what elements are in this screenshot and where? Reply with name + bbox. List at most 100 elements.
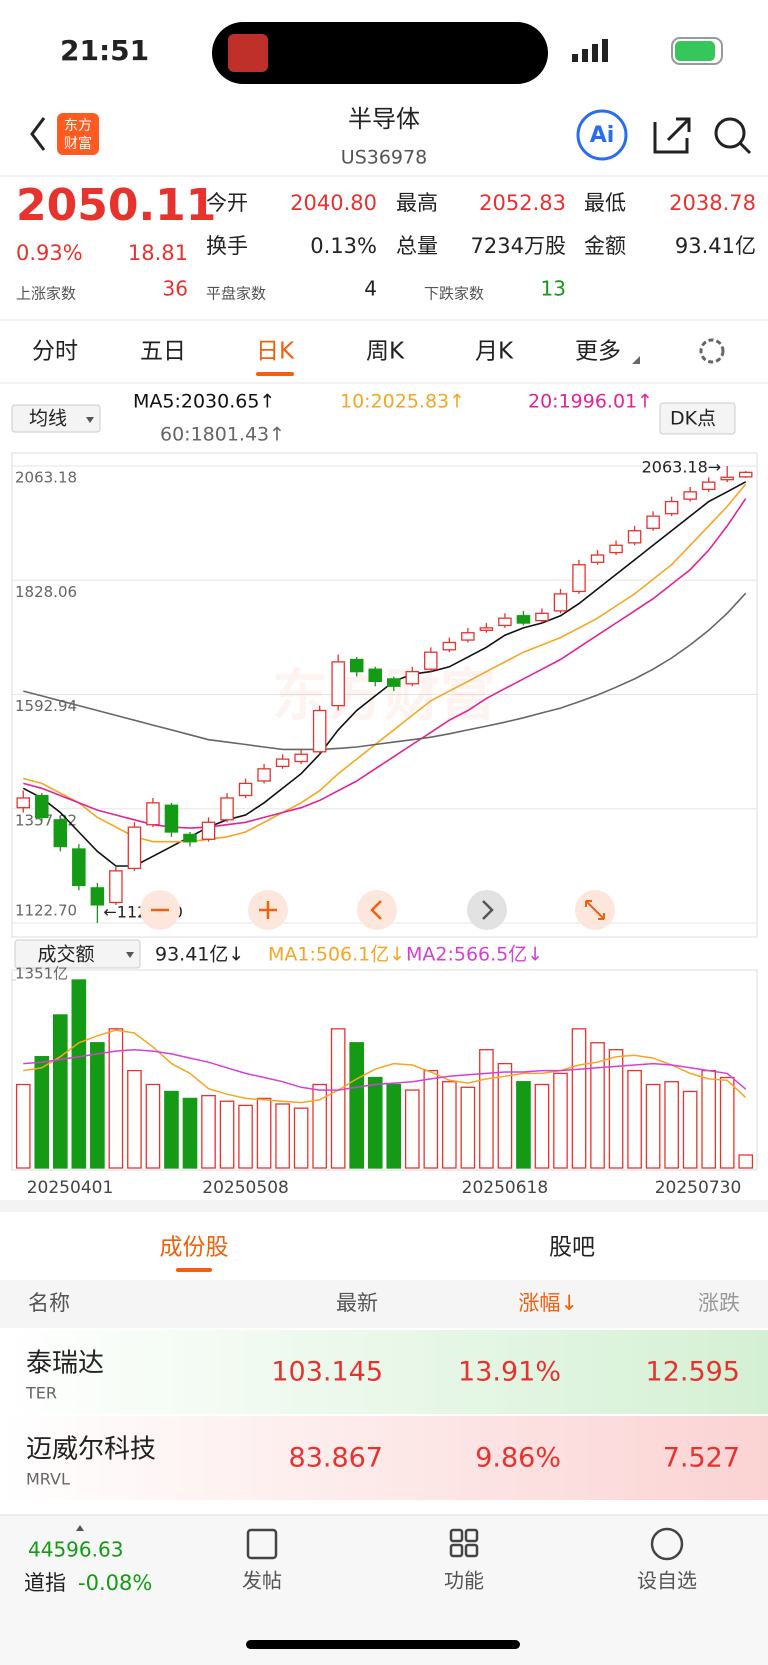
- candle-body: [220, 797, 234, 821]
- candle-body: [424, 651, 438, 670]
- cell: 12.595: [646, 1357, 740, 1388]
- ma-line: [23, 1029, 747, 1104]
- volume-bar: [590, 1042, 605, 1169]
- breadth-value: 36: [163, 277, 188, 301]
- volume-bar: [127, 1069, 142, 1169]
- volume-bar: [664, 1081, 679, 1169]
- ai-button[interactable]: [576, 109, 628, 161]
- candle-body: [201, 821, 216, 840]
- candle-body: [368, 668, 383, 683]
- volume-bar: [608, 1049, 624, 1169]
- volume-current: 93.41亿↓: [155, 944, 244, 966]
- stock-code: TER: [25, 1384, 57, 1403]
- candle-body: [16, 797, 31, 809]
- index-change: -0.08%: [78, 1571, 152, 1595]
- volume-bar: [386, 1083, 402, 1169]
- candle-body: [405, 670, 420, 685]
- volume-selector[interactable]: [14, 939, 141, 969]
- y-tick-label: 2063.18: [15, 469, 77, 487]
- nav[interactable]: 功能: [444, 1569, 484, 1593]
- volume-bar: [404, 1089, 420, 1169]
- icon: [259, 901, 277, 919]
- field-label: 金额: [584, 234, 626, 258]
- cell: 13.91%: [458, 1357, 561, 1388]
- tab-active[interactable]: 日K: [256, 339, 295, 365]
- volume-bar: [719, 1076, 735, 1169]
- share[interactable]: [653, 117, 691, 154]
- volume-bar: [571, 1028, 587, 1169]
- candle-body: [35, 794, 49, 819]
- index-value: 44596.63: [28, 1538, 123, 1562]
- settings[interactable]: [699, 338, 725, 364]
- volume-bar: [627, 1069, 642, 1169]
- field-value: 2038.78: [669, 191, 756, 215]
- candle-body: [701, 481, 716, 491]
- nav[interactable]: 发帖: [242, 1569, 282, 1593]
- func-icon: [449, 1528, 479, 1558]
- code: US36978: [341, 147, 427, 169]
- search[interactable]: [714, 117, 746, 149]
- dk-button[interactable]: [659, 402, 736, 435]
- cell: 103.145: [271, 1357, 383, 1388]
- tab-underline: [176, 1268, 212, 1272]
- nav[interactable]: 设自选: [637, 1569, 697, 1593]
- y-tick-label: 1122.70: [15, 902, 77, 920]
- ma-selector-label: 均线: [29, 408, 67, 430]
- column: 名称: [28, 1291, 70, 1315]
- expand[interactable]: [76, 1525, 84, 1531]
- dropdown: [126, 952, 134, 958]
- tab[interactable]: 月K: [475, 339, 514, 365]
- tab[interactable]: 更多: [575, 339, 621, 365]
- next[interactable]: [467, 890, 507, 930]
- list-tab-active[interactable]: 成份股: [160, 1235, 229, 1261]
- x-tick-label: 20250401: [27, 1178, 114, 1198]
- icon: [482, 900, 494, 920]
- candle-body: [461, 632, 475, 641]
- row-bg: [0, 1330, 768, 1414]
- column[interactable]: 最新: [336, 1291, 378, 1315]
- volume-bar: [645, 1083, 661, 1169]
- annotation: 2063.18→: [642, 458, 722, 477]
- column[interactable]: 涨跌: [698, 1291, 740, 1315]
- watch-icon: [650, 1527, 684, 1561]
- list-tab[interactable]: 股吧: [549, 1235, 595, 1261]
- column-sorted[interactable]: 涨幅↓: [518, 1291, 578, 1315]
- back[interactable]: [30, 117, 46, 151]
- candle-body: [109, 870, 123, 904]
- tab-underline: [256, 372, 294, 376]
- cell: 7.527: [663, 1443, 740, 1474]
- tab[interactable]: 周K: [366, 339, 405, 365]
- ma-selector[interactable]: [11, 404, 101, 433]
- volume-bar: [497, 1062, 513, 1169]
- tab[interactable]: 五日: [140, 339, 186, 365]
- chart-controls: [140, 890, 615, 930]
- ma-line: [23, 1048, 747, 1091]
- media-thumb: [228, 34, 268, 72]
- candle-body: [442, 641, 457, 651]
- prev[interactable]: [357, 890, 397, 930]
- candle-body: [146, 802, 160, 826]
- field-label: 总量: [396, 234, 438, 258]
- volume-bar: [52, 1014, 68, 1169]
- volume-bar: [367, 1076, 383, 1169]
- tab[interactable]: 分时: [32, 339, 78, 365]
- breadth-label: 上涨家数: [16, 285, 76, 303]
- watermark: 东方财富: [272, 664, 496, 729]
- home-indicator: [246, 1640, 520, 1649]
- table-header: [0, 1280, 768, 1328]
- dynamic-island: [212, 22, 548, 84]
- legend-entry: 60:1801.43↑: [160, 424, 285, 446]
- logo: [57, 113, 99, 155]
- candle-body: [257, 768, 271, 782]
- volume-bar: [256, 1097, 272, 1169]
- ma-line: [23, 483, 747, 843]
- icon: [585, 900, 605, 920]
- logo-text: 财富: [64, 135, 92, 152]
- breadth-value: 4: [364, 277, 377, 301]
- icon: [370, 900, 382, 920]
- change-pct: 0.93%: [16, 241, 83, 265]
- candle-body: [275, 758, 290, 768]
- more-arrow: [632, 356, 640, 364]
- ma-line: [23, 498, 747, 829]
